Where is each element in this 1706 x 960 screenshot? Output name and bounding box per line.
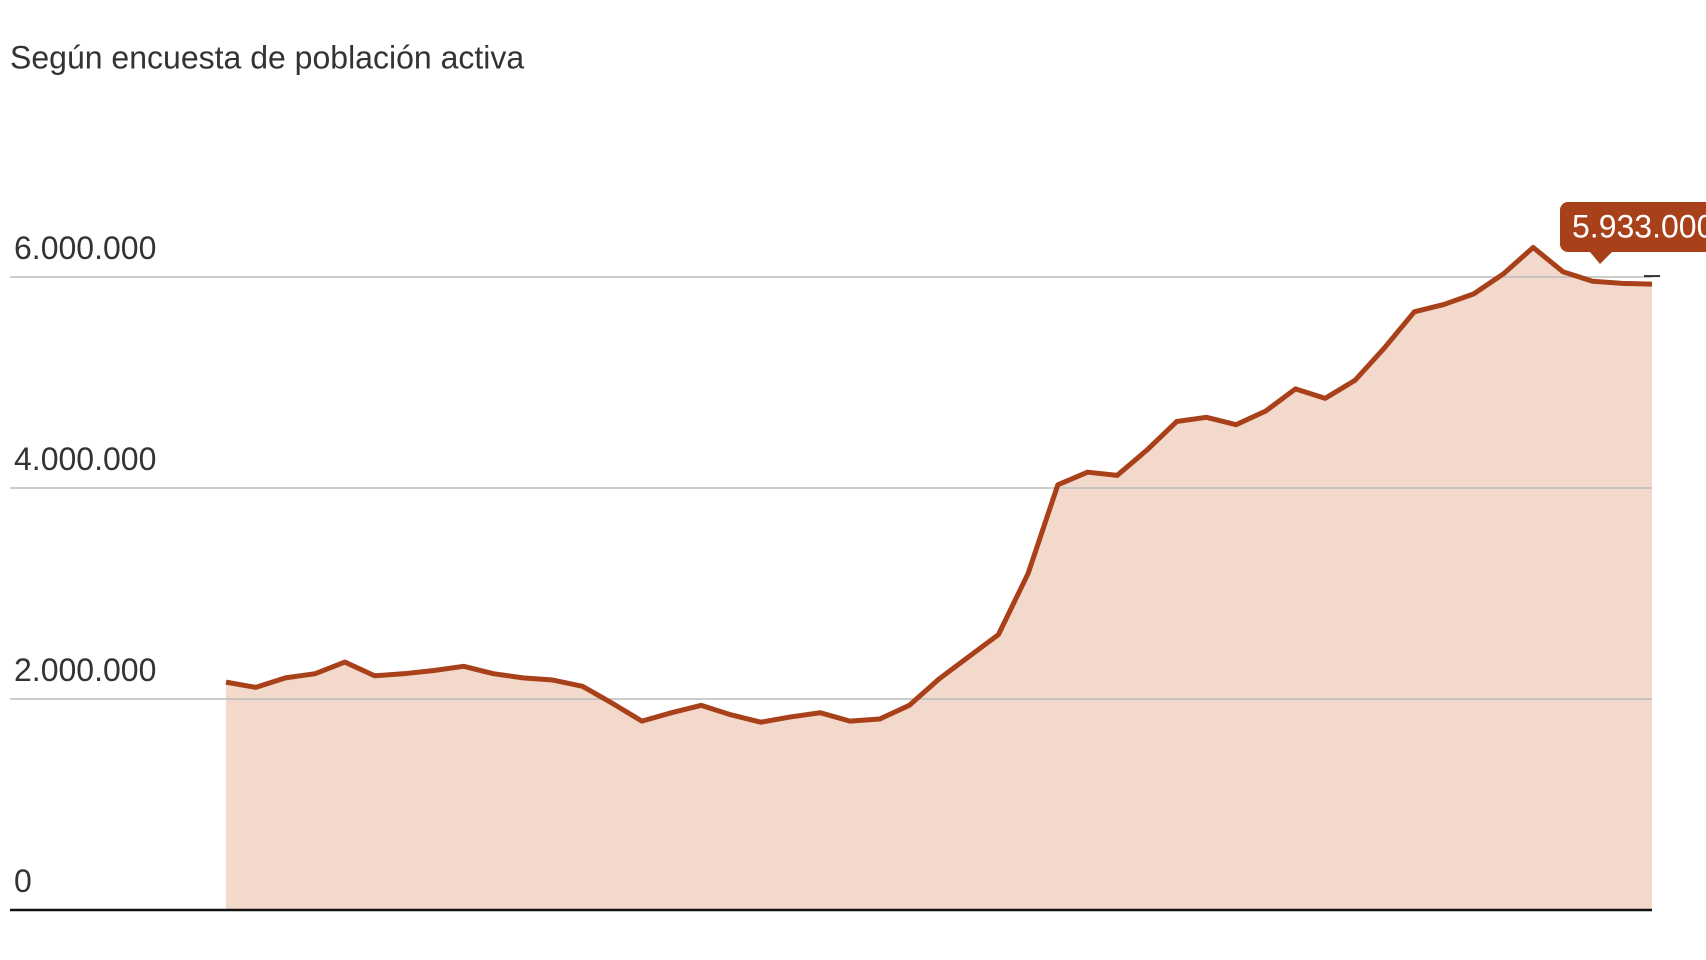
annotation: 5.933.000 (1572, 208, 1706, 244)
annotation-box (1560, 202, 1706, 252)
annotation-pointer (1590, 252, 1612, 264)
y-tick-label: 0 (14, 863, 32, 899)
area (226, 247, 1652, 910)
y-tick-label: 4.000.000 (14, 441, 156, 477)
y-tick-label: 2.000.000 (14, 652, 156, 688)
y-tick-label: 6.000.000 (14, 230, 156, 266)
chart-subtitle: Según encuesta de población activa (10, 39, 524, 75)
line (225, 244, 1653, 725)
